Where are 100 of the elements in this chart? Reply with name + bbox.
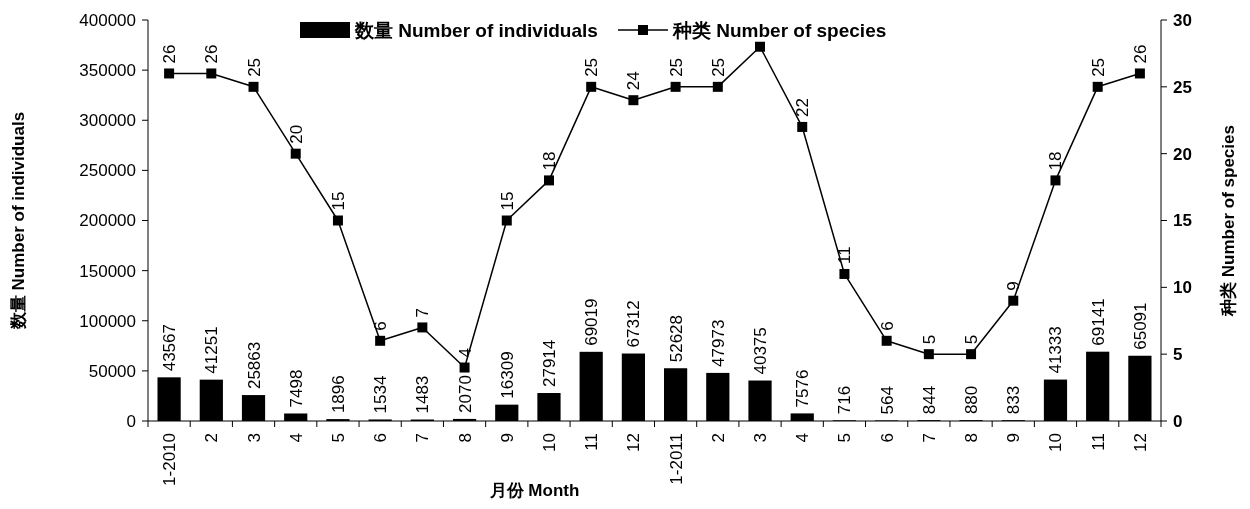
data-label: 47973 (708, 319, 728, 367)
y-tick-label: 200000 (79, 211, 136, 231)
data-label: 716 (835, 385, 855, 415)
point (206, 68, 217, 79)
point (586, 81, 597, 92)
y2-tick-label: 30 (1173, 10, 1192, 30)
x-tick-label: 2 (708, 433, 728, 443)
point (164, 68, 175, 79)
point (332, 215, 343, 226)
x-tick-label: 7 (919, 433, 939, 443)
data-label: 25 (1088, 57, 1108, 77)
point (966, 349, 977, 360)
point (712, 81, 723, 92)
x-tick-label: 1-2011 (666, 433, 686, 485)
data-label: 2070 (455, 375, 475, 413)
data-label: 65091 (1130, 302, 1150, 350)
data-label: 7 (413, 307, 433, 318)
data-label: 7498 (286, 369, 306, 408)
point (501, 215, 512, 226)
data-label: 24 (624, 71, 644, 91)
y2-tick-label: 0 (1173, 411, 1183, 431)
point (375, 335, 386, 346)
y-tick-label: 350000 (79, 61, 136, 81)
x-tick-label: 10 (1046, 433, 1066, 452)
x-tick-label: 9 (497, 433, 517, 443)
point (459, 362, 470, 373)
y-tick-label: 150000 (79, 261, 136, 281)
data-label: 40375 (751, 327, 771, 375)
y2-tick-label: 10 (1173, 278, 1192, 298)
data-label: 41251 (202, 326, 222, 374)
x-tick-label: 8 (455, 433, 475, 443)
data-label: 26 (202, 44, 222, 64)
data-label: 67312 (624, 300, 644, 348)
x-tick-label: 8 (962, 433, 982, 443)
data-label: 20 (286, 124, 306, 144)
point (1050, 175, 1061, 186)
x-tick-label: 12 (624, 433, 644, 452)
data-label: 25 (666, 57, 686, 77)
legend-label: 种类 Number of species (672, 19, 887, 41)
data-label: 26 (160, 44, 180, 64)
point (248, 81, 259, 92)
point (755, 41, 766, 52)
data-label: 18 (1046, 151, 1066, 171)
y2-tick-label: 25 (1173, 77, 1192, 97)
data-label: 27914 (539, 339, 559, 388)
x-tick-label: 4 (286, 433, 306, 443)
data-label: 25 (582, 57, 602, 77)
x-tick-label: 7 (413, 433, 433, 443)
data-label: 41333 (1046, 326, 1066, 374)
data-label: 564 (877, 386, 897, 415)
y2-axis-title: 种类 Number of species (1219, 125, 1238, 317)
x-tick-label: 5 (328, 433, 348, 443)
data-label: 5 (919, 334, 939, 345)
y2-tick-label: 15 (1173, 211, 1192, 231)
x-tick-label: 4 (793, 433, 813, 443)
data-label: 52628 (666, 314, 686, 363)
y-axis-title: 数量 Number of individuals (9, 111, 28, 331)
data-label: 7576 (793, 369, 813, 408)
data-label: 5 (962, 334, 982, 345)
x-tick-label: 11 (582, 433, 602, 451)
y-tick-label: 300000 (79, 111, 136, 131)
y-tick-label: 0 (126, 411, 136, 431)
point (1134, 68, 1145, 79)
y2-tick-label: 20 (1173, 144, 1192, 164)
data-label: 26 (1130, 44, 1150, 64)
data-label: 844 (919, 385, 939, 415)
data-label: 15 (328, 191, 348, 211)
point (543, 175, 554, 186)
data-label: 6 (877, 321, 897, 331)
x-tick-label: 3 (751, 433, 771, 443)
x-tick-label: 9 (1004, 433, 1024, 443)
point (1092, 81, 1103, 92)
data-label: 25863 (244, 341, 264, 390)
data-label: 69019 (582, 298, 602, 346)
x-tick-label: 6 (371, 433, 391, 443)
point (923, 349, 934, 360)
data-label: 69141 (1088, 298, 1108, 346)
data-label: 22 (793, 98, 813, 117)
y2-tick-label: 5 (1173, 345, 1183, 365)
point (1008, 295, 1019, 306)
x-tick-label: 6 (877, 433, 897, 443)
y-tick-label: 400000 (79, 10, 136, 30)
data-label: 880 (962, 385, 982, 415)
x-tick-label: 10 (539, 433, 559, 452)
point (797, 121, 808, 132)
data-label: 16309 (497, 351, 517, 399)
point (670, 81, 681, 92)
point (290, 148, 301, 159)
data-label: 1534 (371, 375, 391, 414)
data-label: 1896 (328, 375, 348, 414)
y-tick-label: 100000 (79, 311, 136, 331)
x-tick-label: 5 (835, 433, 855, 443)
x-tick-label: 12 (1130, 433, 1150, 452)
point (839, 268, 850, 279)
legend-label: 数量 Number of individuals (354, 19, 598, 41)
data-label: 11 (835, 246, 855, 264)
x-tick-label: 3 (244, 433, 264, 443)
data-label: 833 (1004, 385, 1024, 415)
data-label: 25 (708, 57, 728, 77)
point (417, 322, 428, 333)
